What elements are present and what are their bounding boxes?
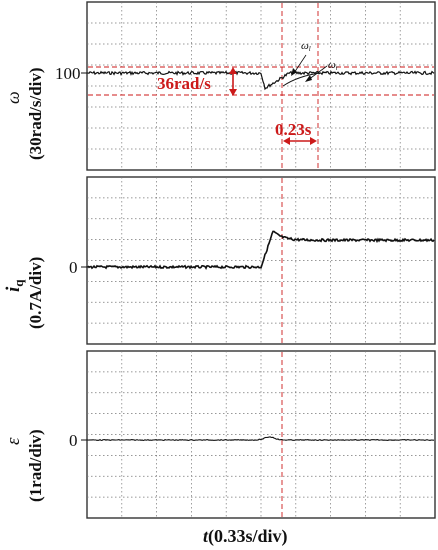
panel-error-frame <box>86 350 436 519</box>
dip-label: 36rad/s <box>157 74 211 93</box>
speed-ylabel-unit: (30rad/s/div) <box>26 67 45 160</box>
omega-r-label: ωr <box>328 59 339 72</box>
error-ytick: 0 <box>69 431 78 450</box>
recovery-arrow <box>283 137 317 145</box>
current-trace <box>87 230 435 270</box>
omega-r-pointer <box>307 65 328 81</box>
omega-l-pointer <box>293 54 307 74</box>
panel-current: 0 iq (0.7A/div) <box>3 176 436 345</box>
recovery-time-label: 0.23s <box>275 120 312 139</box>
dip-arrow <box>229 67 237 96</box>
panel-error: 0 ε (1rad/div) <box>3 350 436 519</box>
x-axis-label: t(0.33s/div) <box>203 526 288 547</box>
current-ylabel-unit: (0.7A/div) <box>26 257 45 329</box>
speed-trace <box>87 70 435 91</box>
speed-ylabel-symbol: ω <box>3 91 23 104</box>
error-ylabel-unit: (1rad/div) <box>26 429 45 502</box>
panel-speed-grid <box>87 2 435 170</box>
current-ytick: 0 <box>69 258 78 277</box>
omega-l-label: ωl <box>301 40 311 53</box>
error-ylabel-symbol: ε <box>3 437 24 445</box>
current-ylabel-symbol: iq <box>3 279 26 292</box>
panel-current-frame <box>86 176 436 345</box>
omega-l-pointer-head <box>291 68 297 76</box>
error-trace <box>87 436 434 442</box>
omega-r-pointer-head <box>305 75 312 82</box>
panel-speed: 100 36rad/s 0.23s ωl ωr ω (30rad/s/div) <box>3 1 436 171</box>
speed-ytick: 100 <box>55 64 81 83</box>
